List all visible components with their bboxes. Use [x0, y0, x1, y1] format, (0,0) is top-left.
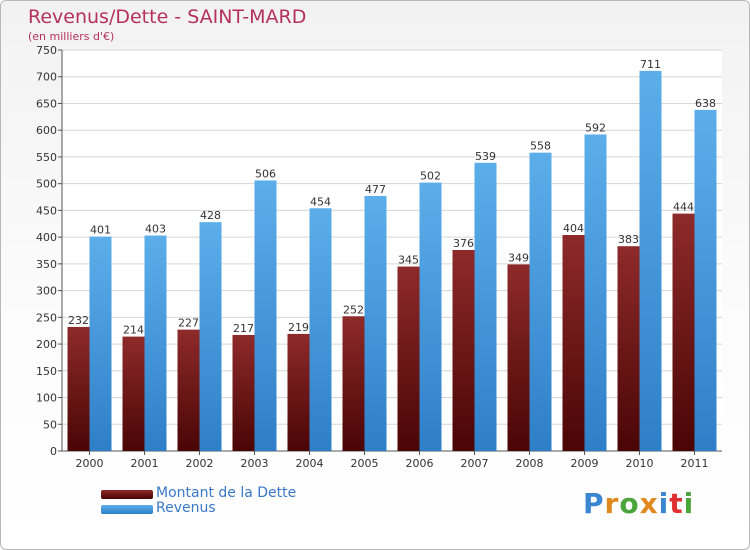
y-tick-label: 500 — [36, 178, 57, 191]
y-tick-label: 50 — [43, 418, 57, 431]
y-tick-label: 400 — [36, 231, 57, 244]
data-label-dette: 252 — [343, 303, 364, 316]
x-tick-label: 2011 — [681, 457, 709, 470]
bar-dette — [122, 336, 145, 451]
chart-title: Revenus/Dette - SAINT-MARD — [28, 6, 307, 28]
bar-dette — [507, 264, 530, 451]
y-tick-label: 100 — [36, 392, 57, 405]
data-label-revenus: 592 — [585, 121, 606, 134]
bar-revenus — [144, 235, 167, 451]
data-label-revenus: 428 — [200, 209, 221, 222]
bar-revenus — [254, 180, 277, 451]
bar-dette — [67, 326, 90, 451]
data-label-revenus: 477 — [365, 183, 386, 196]
plot-area — [62, 50, 722, 451]
data-label-revenus: 711 — [640, 58, 661, 71]
bar-dette — [287, 333, 310, 451]
bar-revenus — [199, 222, 222, 451]
legend-swatch-dette — [101, 490, 153, 499]
x-tick-label: 2002 — [186, 457, 214, 470]
proxiti-logo: Proxiti — [583, 487, 694, 520]
bar-dette — [672, 213, 695, 451]
data-label-dette: 376 — [453, 237, 474, 250]
x-tick-label: 2007 — [461, 457, 489, 470]
bar-revenus — [694, 109, 717, 452]
data-label-dette: 227 — [178, 317, 199, 330]
logo-letter: r — [604, 487, 620, 520]
data-label-dette: 349 — [508, 251, 529, 264]
bar-dette — [452, 249, 475, 451]
y-tick-label: 600 — [36, 124, 57, 137]
legend-label-revenus: Revenus — [156, 500, 216, 516]
x-tick-label: 2008 — [516, 457, 544, 470]
y-tick-label: 450 — [36, 204, 57, 217]
data-label-dette: 232 — [68, 314, 89, 327]
axes: 0 50 100 150 200 250 300 350 400 450 500 550 600 650 7… — [36, 44, 722, 470]
x-tick-label: 2003 — [241, 457, 269, 470]
bars — [67, 70, 717, 452]
data-label-revenus: 638 — [695, 97, 716, 110]
y-tick-label: 550 — [36, 151, 57, 164]
bar-dette — [397, 266, 420, 451]
data-label-dette: 444 — [673, 201, 694, 214]
y-tick-label: 0 — [50, 445, 57, 458]
y-tick-label: 150 — [36, 365, 57, 378]
data-label-dette: 404 — [563, 222, 584, 235]
y-tick-label: 650 — [36, 97, 57, 110]
y-tick-label: 700 — [36, 71, 57, 84]
data-label-revenus: 403 — [145, 223, 166, 236]
data-label-revenus: 401 — [90, 224, 111, 237]
data-label-revenus: 454 — [310, 195, 331, 208]
data-label-revenus: 502 — [420, 170, 441, 183]
legend-label-dette: Montant de la Dette — [156, 485, 297, 501]
bar-revenus — [529, 152, 552, 451]
bar-dette — [232, 334, 255, 451]
chart-subtitle: (en milliers d'€) — [28, 30, 115, 43]
data-labels: 232 401 214 403 227 428 217 506 219 454 252 477 345 5… — [68, 58, 716, 337]
bar-revenus — [89, 236, 112, 451]
y-tick-label: 250 — [36, 311, 57, 324]
y-tick-label: 750 — [36, 44, 57, 57]
data-label-dette: 214 — [123, 324, 144, 337]
legend-swatch-revenus — [101, 505, 153, 514]
y-tick-label: 300 — [36, 285, 57, 298]
data-label-dette: 345 — [398, 254, 419, 267]
bar-dette — [342, 316, 365, 451]
gridlines — [62, 49, 722, 452]
bar-dette — [562, 234, 585, 451]
x-tick-label: 2010 — [626, 457, 654, 470]
y-tick-label: 200 — [36, 338, 57, 351]
bar-dette — [617, 246, 640, 451]
logo-letter: x — [639, 487, 659, 520]
x-tick-label: 2005 — [351, 457, 379, 470]
x-tick-label: 2006 — [406, 457, 434, 470]
data-label-revenus: 558 — [530, 140, 551, 153]
data-label-dette: 217 — [233, 322, 254, 335]
bar-revenus — [309, 208, 332, 451]
bar-revenus — [584, 134, 607, 451]
data-label-dette: 383 — [618, 233, 639, 246]
bar-revenus — [419, 182, 442, 451]
bar-revenus — [474, 162, 497, 451]
x-tick-label: 2000 — [76, 457, 104, 470]
logo-letter: i — [683, 487, 695, 520]
logo-letter: P — [583, 487, 605, 520]
data-label-revenus: 539 — [475, 150, 496, 163]
bar-revenus — [639, 70, 662, 452]
bar-dette — [177, 329, 200, 451]
x-tick-label: 2001 — [131, 457, 159, 470]
y-tick-label: 350 — [36, 258, 57, 271]
logo-letter: o — [619, 487, 640, 520]
data-label-dette: 219 — [288, 321, 309, 334]
x-tick-label: 2009 — [571, 457, 599, 470]
bar-revenus — [364, 195, 387, 451]
logo-letter: i — [658, 487, 670, 520]
x-tick-label: 2004 — [296, 457, 324, 470]
logo-letter: t — [669, 487, 684, 520]
data-label-revenus: 506 — [255, 167, 276, 180]
